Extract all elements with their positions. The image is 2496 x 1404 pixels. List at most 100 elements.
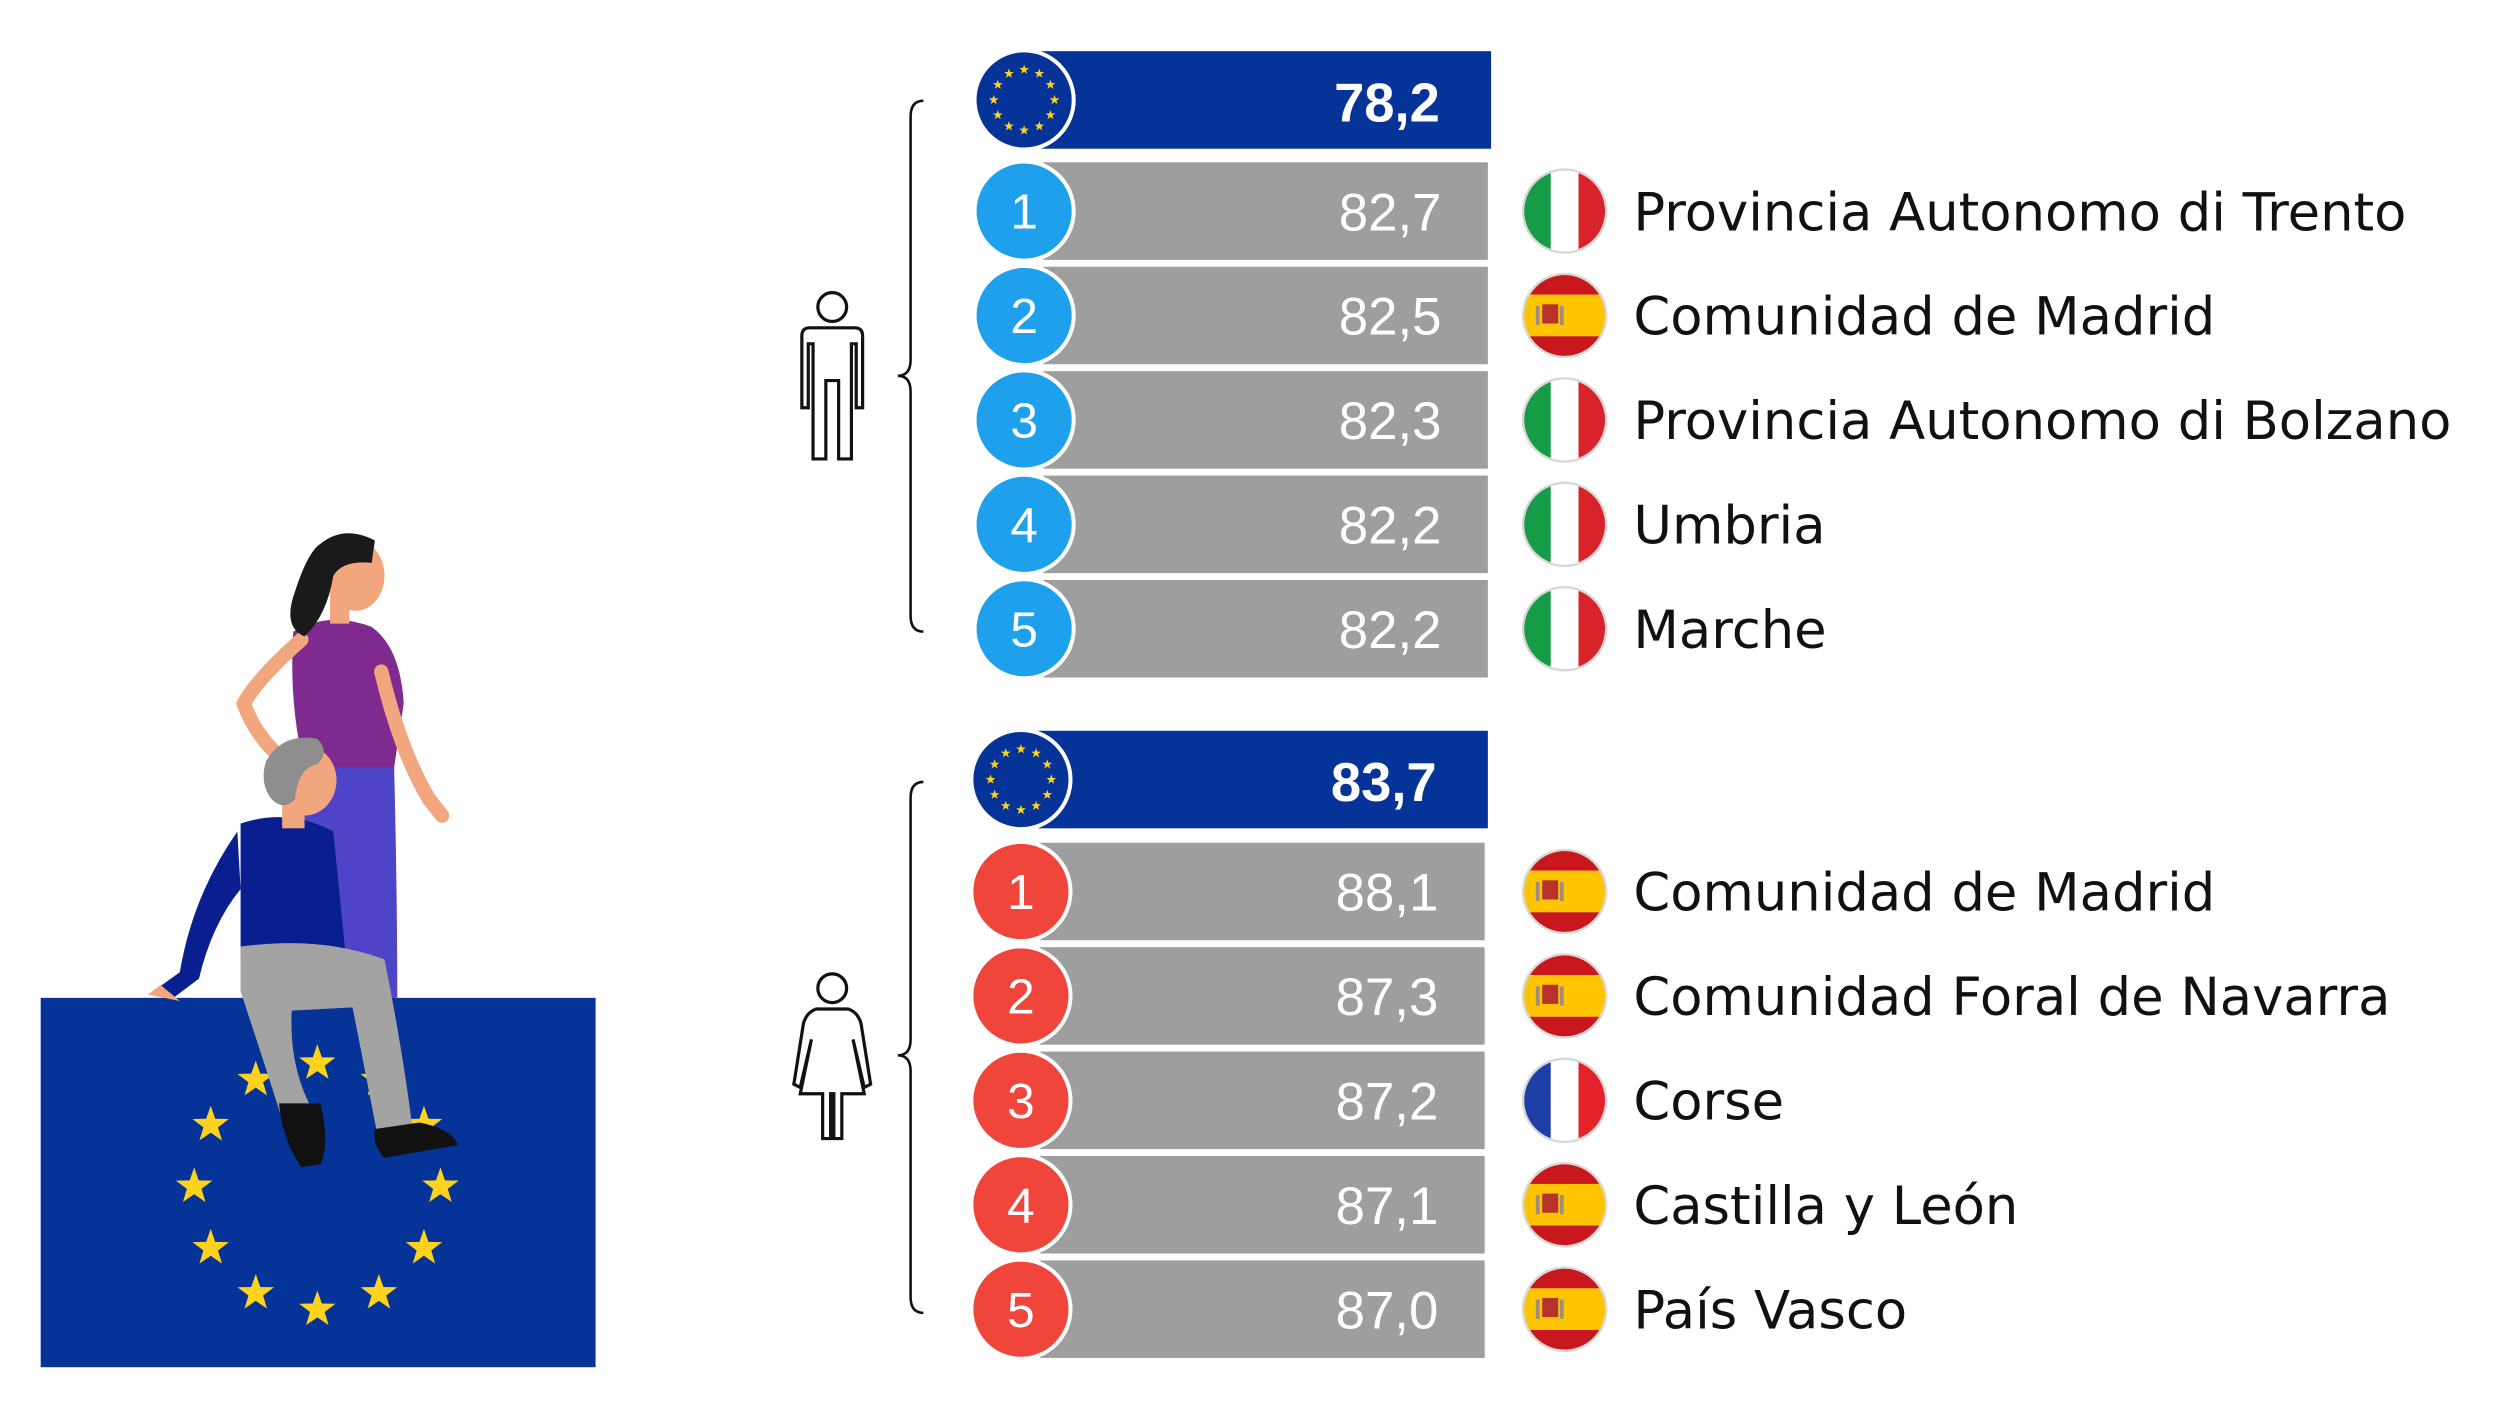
ranking-row: 1 88,1 Comunidad de Madrid <box>969 839 2215 944</box>
flag-star <box>237 1060 275 1096</box>
badge-star <box>1000 748 1011 758</box>
woman-figure <box>235 533 450 998</box>
region-name: Umbria <box>1633 496 1825 557</box>
spain-flag-icon <box>1521 1266 1608 1352</box>
eu-flag-illustration <box>40 533 596 1368</box>
men-ranking-rows: 1 82,7 Provincia Autonomo di Trento 2 82,5 Co… <box>972 159 2451 681</box>
badge-star <box>1049 94 1060 105</box>
france-flag-icon <box>1521 1057 1608 1144</box>
value-label: 82,2 <box>1339 601 1442 660</box>
value-label: 87,2 <box>1336 1073 1439 1132</box>
value-bar <box>1043 475 1488 574</box>
eu-flag-icon <box>969 727 1073 832</box>
badge-star <box>1016 804 1026 815</box>
badge-star <box>1031 800 1041 811</box>
badge-star <box>1034 121 1045 131</box>
value-bar <box>1040 1260 1485 1358</box>
eu-average-bar-women: 83,7 <box>969 727 1488 832</box>
value-label: 87,0 <box>1336 1281 1439 1340</box>
badge-star <box>992 79 1003 89</box>
eu-stars <box>175 1044 459 1326</box>
flag-star <box>175 1167 213 1203</box>
men-brace <box>897 99 924 633</box>
rank-number: 5 <box>1010 601 1038 657</box>
region-name: Provincia Autonomo di Bolzano <box>1633 391 2451 452</box>
value-label: 82,7 <box>1339 183 1442 242</box>
italy-flag-icon <box>1521 481 1608 568</box>
value-bar <box>1043 162 1488 260</box>
value-label: 88,1 <box>1336 864 1439 923</box>
badge-star <box>985 774 996 784</box>
badge-star <box>1031 748 1041 758</box>
rank-badge <box>969 1257 1073 1361</box>
rank-number: 1 <box>1007 864 1035 920</box>
badge-star <box>1016 744 1026 754</box>
region-name: Corse <box>1633 1072 1784 1133</box>
rank-badge <box>972 368 1076 472</box>
ranking-row: 2 82,5 Comunidad de Madrid <box>972 263 2215 368</box>
ranking-row: 1 82,7 Provincia Autonomo di Trento <box>972 159 2406 263</box>
value-bar <box>1043 579 1488 678</box>
rank-badge <box>969 1153 1073 1257</box>
flag-star <box>299 1044 336 1079</box>
eu-average-bar <box>1024 51 1492 149</box>
woman-outline-icon <box>792 972 873 1141</box>
value-label: 87,1 <box>1336 1177 1439 1236</box>
value-bar <box>1040 1051 1485 1150</box>
ranking-row: 5 87,0 País Vasco <box>969 1257 1907 1361</box>
rank-number: 3 <box>1007 1073 1035 1129</box>
badge-star <box>1045 79 1056 89</box>
badge-star <box>1004 121 1014 131</box>
rank-number: 2 <box>1007 969 1035 1025</box>
eu-average-bar-men: 78,2 <box>972 48 1492 152</box>
spain-flag-icon <box>1521 848 1608 935</box>
badge-star <box>1046 774 1057 784</box>
rank-number: 4 <box>1007 1177 1035 1233</box>
badge-star <box>1019 125 1029 135</box>
value-bar <box>1040 947 1485 1045</box>
flag-star <box>192 1228 229 1264</box>
flag-star <box>405 1105 443 1141</box>
women-ranking-rows: 1 88,1 Comunidad de Madrid 2 87,3 Comunidad F… <box>969 839 2390 1361</box>
eu-average-value: 83,7 <box>1331 752 1437 813</box>
rank-badge <box>969 944 1073 1048</box>
badge-star <box>988 94 999 105</box>
flag-star <box>405 1228 443 1264</box>
ranking-row: 4 87,1 Castilla y León <box>969 1153 2018 1257</box>
rank-badge <box>972 577 1076 681</box>
rank-badge <box>972 472 1076 576</box>
flag-star <box>192 1105 229 1141</box>
ranking-row: 5 82,2 Marche <box>972 577 1827 681</box>
spain-flag-icon <box>1521 953 1608 1039</box>
badge-star <box>989 759 1000 769</box>
flag-star <box>422 1167 459 1203</box>
flag-star <box>237 1273 275 1309</box>
italy-flag-icon <box>1521 585 1608 672</box>
man-figure <box>147 737 459 1168</box>
badge-star <box>1000 800 1011 811</box>
region-name: Marche <box>1633 600 1826 661</box>
value-label: 87,3 <box>1336 968 1439 1027</box>
badge-star <box>1004 68 1014 78</box>
badge-star <box>1042 789 1053 799</box>
men-section: 78,2 1 82,7 Provincia Autonomo di Trento 2 8… <box>800 48 2451 681</box>
value-bar <box>1040 842 1485 941</box>
eu-average-value: 78,2 <box>1334 73 1440 134</box>
value-label: 82,5 <box>1339 288 1442 347</box>
rank-number: 2 <box>1010 288 1038 344</box>
region-name: Comunidad de Madrid <box>1633 863 2215 924</box>
region-name: País Vasco <box>1633 1280 1907 1341</box>
ranking-row: 2 87,3 Comunidad Foral de Navarra <box>969 944 2390 1048</box>
flag-star <box>299 1290 336 1326</box>
rank-badge <box>969 1048 1073 1152</box>
rank-number: 1 <box>1010 184 1038 240</box>
ranking-row: 3 87,2 Corse <box>969 1048 1784 1152</box>
rank-number: 3 <box>1010 393 1038 449</box>
eu-flag-icon <box>972 48 1076 152</box>
rank-badge <box>972 263 1076 368</box>
italy-flag-icon <box>1521 377 1608 463</box>
badge-star <box>1034 68 1045 78</box>
value-bar <box>1040 1155 1485 1254</box>
flag-star <box>360 1273 398 1309</box>
